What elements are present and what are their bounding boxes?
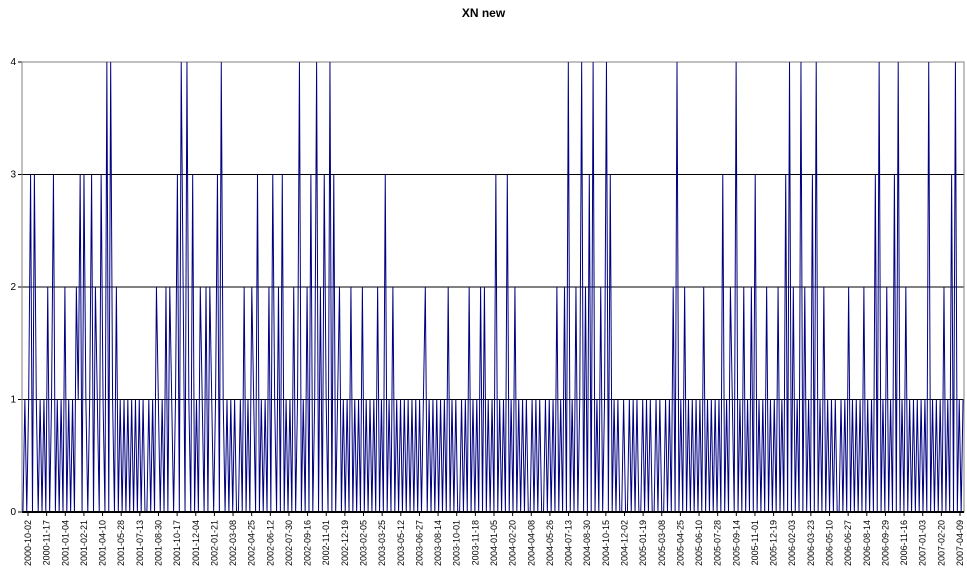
xtick-label-39: 2005-11-01 bbox=[750, 520, 760, 565]
xtick-label-41: 2006-02-03 bbox=[787, 520, 797, 566]
xtick-label-17: 2002-12-19 bbox=[340, 520, 350, 566]
xtick-label-20: 2003-05-12 bbox=[396, 520, 406, 566]
xtick-label-48: 2007-01-03 bbox=[918, 520, 928, 566]
ytick-label-1: 1 bbox=[10, 395, 16, 406]
xtick-label-14: 2002-07-30 bbox=[284, 520, 294, 566]
xtick-label-2: 2001-01-04 bbox=[60, 520, 70, 566]
xtick-label-40: 2005-12-19 bbox=[769, 520, 779, 566]
xtick-label-49: 2007-02-20 bbox=[936, 520, 946, 566]
xtick-label-33: 2005-01-19 bbox=[638, 520, 648, 566]
xtick-label-0: 2000-10-02 bbox=[23, 520, 33, 566]
xtick-label-44: 2006-06-27 bbox=[843, 520, 853, 566]
xtick-label-36: 2005-06-10 bbox=[694, 520, 704, 566]
xtick-label-7: 2001-08-30 bbox=[153, 520, 163, 566]
xtick-label-50: 2007-04-09 bbox=[955, 520, 965, 566]
xtick-label-23: 2003-10-01 bbox=[452, 520, 462, 566]
xtick-label-5: 2001-05-28 bbox=[116, 520, 126, 566]
xtick-label-4: 2001-04-10 bbox=[98, 520, 108, 566]
xtick-label-24: 2003-11-18 bbox=[470, 520, 480, 565]
xtick-label-27: 2004-04-08 bbox=[526, 520, 536, 566]
series-line-0 bbox=[22, 61, 964, 513]
xtick-label-45: 2006-08-14 bbox=[862, 520, 872, 566]
xtick-label-30: 2004-08-30 bbox=[582, 520, 592, 566]
xtick-label-47: 2006-11-16 bbox=[899, 520, 909, 565]
xtick-label-46: 2006-09-29 bbox=[880, 520, 890, 566]
xtick-label-35: 2005-04-25 bbox=[675, 520, 685, 566]
xtick-label-16: 2002-11-01 bbox=[321, 520, 331, 565]
xtick-label-28: 2004-05-26 bbox=[545, 520, 555, 566]
xtick-label-9: 2001-12-04 bbox=[191, 520, 201, 566]
xtick-label-43: 2006-05-10 bbox=[825, 520, 835, 566]
xtick-label-19: 2003-03-25 bbox=[377, 520, 387, 566]
xtick-label-34: 2005-03-08 bbox=[657, 520, 667, 566]
xtick-label-38: 2005-09-14 bbox=[731, 520, 741, 566]
xtick-label-18: 2003-02-05 bbox=[359, 520, 369, 566]
xtick-label-10: 2002-01-21 bbox=[209, 520, 219, 566]
xtick-label-6: 2001-07-13 bbox=[135, 520, 145, 566]
xtick-label-26: 2004-02-20 bbox=[508, 520, 518, 566]
xtick-label-32: 2004-12-02 bbox=[619, 520, 629, 566]
xtick-label-3: 2001-02-21 bbox=[79, 520, 89, 566]
ytick-label-0: 0 bbox=[10, 507, 16, 518]
chart-title: XN new bbox=[461, 6, 506, 20]
xtick-label-25: 2004-01-05 bbox=[489, 520, 499, 566]
xtick-label-8: 2001-10-17 bbox=[172, 520, 182, 566]
xtick-label-37: 2005-07-28 bbox=[713, 520, 723, 566]
xtick-label-21: 2003-06-27 bbox=[414, 520, 424, 566]
ytick-label-2: 2 bbox=[10, 282, 16, 293]
ytick-label-4: 4 bbox=[10, 57, 16, 68]
xtick-label-13: 2002-06-12 bbox=[265, 520, 275, 566]
xtick-label-31: 2004-10-15 bbox=[601, 520, 611, 566]
xtick-label-12: 2002-04-25 bbox=[247, 520, 257, 566]
xtick-label-11: 2002-03-08 bbox=[228, 520, 238, 566]
xtick-label-1: 2000-11-17 bbox=[42, 520, 52, 565]
ytick-label-3: 3 bbox=[10, 170, 16, 181]
xtick-label-15: 2002-09-16 bbox=[303, 520, 313, 566]
xtick-label-42: 2006-03-23 bbox=[806, 520, 816, 566]
xtick-label-29: 2004-07-13 bbox=[564, 520, 574, 566]
xtick-label-22: 2003-08-14 bbox=[433, 520, 443, 566]
